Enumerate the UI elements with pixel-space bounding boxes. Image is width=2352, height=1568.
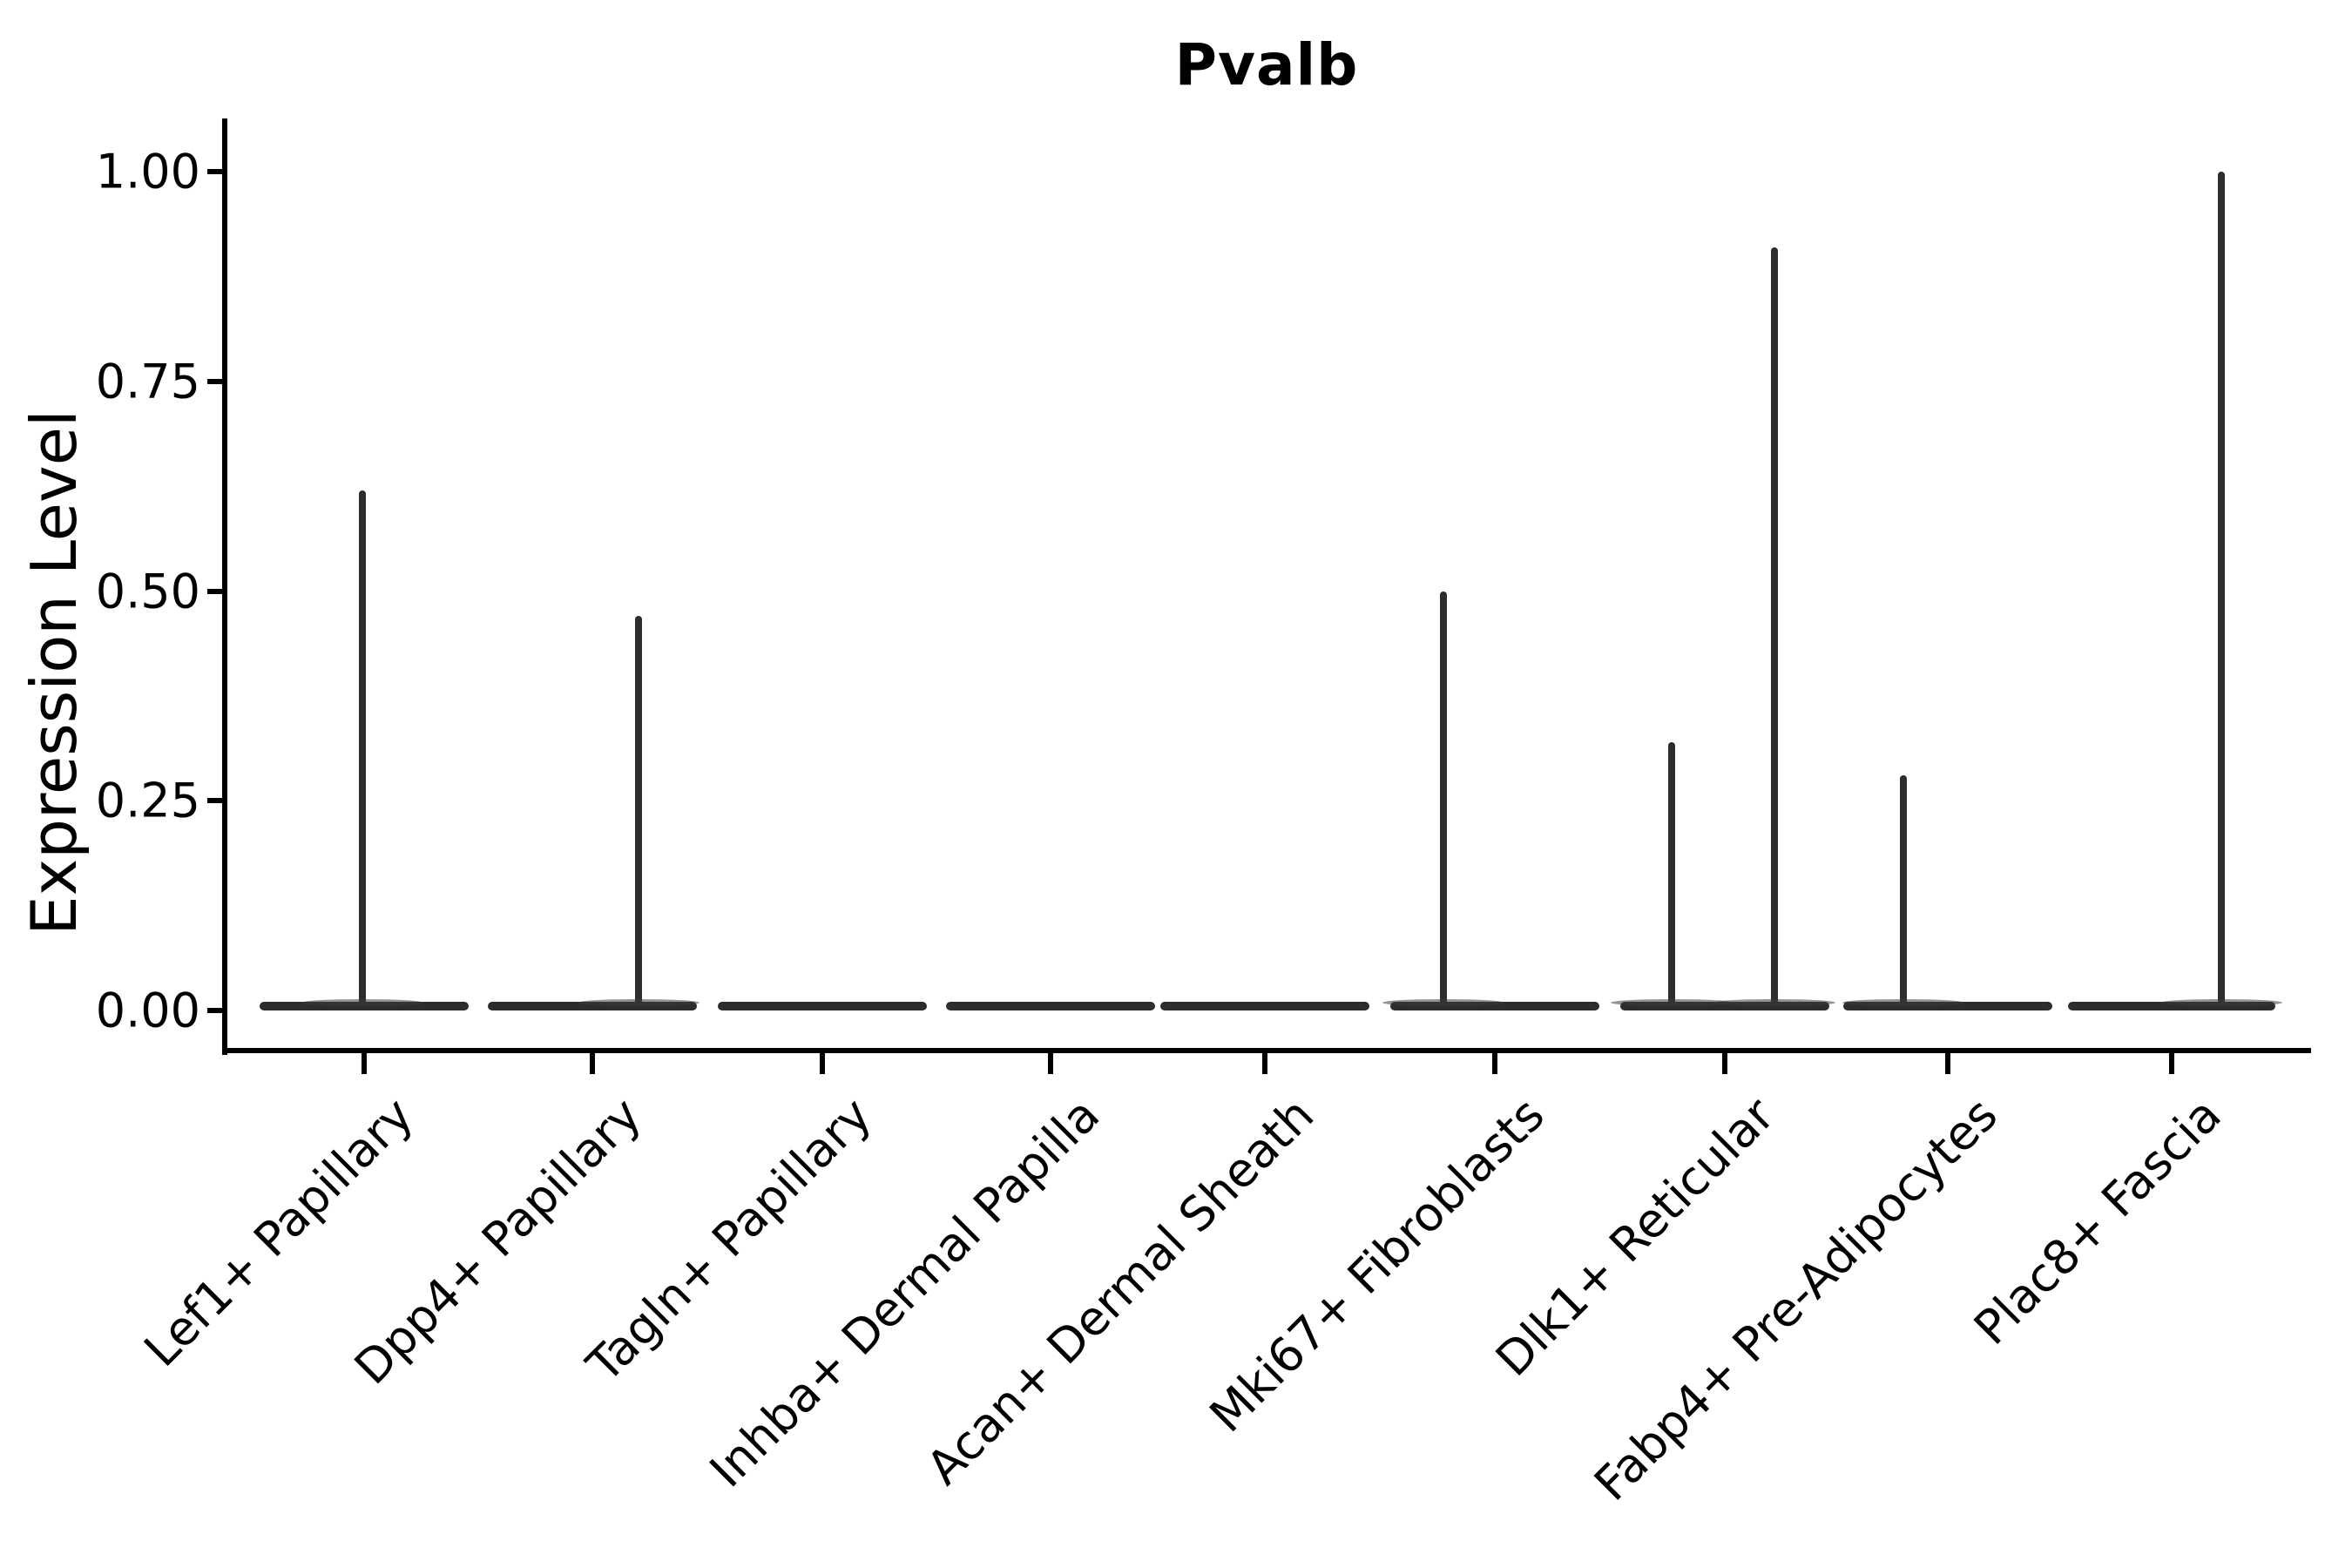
violin-bulge — [301, 999, 423, 1006]
y-tick-label: 0.25 — [95, 773, 200, 828]
violin-bulge — [1611, 999, 1733, 1006]
y-tick-label: 0.00 — [95, 983, 200, 1038]
y-tick-mark — [207, 169, 225, 174]
violin-bulge — [1713, 999, 1835, 1006]
y-axis-line — [222, 118, 227, 1055]
violin-baseline — [1390, 1002, 1599, 1010]
violin-bulge — [2160, 999, 2282, 1006]
x-tick-mark — [362, 1053, 367, 1074]
violin-baseline — [1843, 1002, 2052, 1010]
violin-spike — [359, 490, 366, 1010]
x-tick-mark — [1262, 1053, 1267, 1074]
violin-spike — [1668, 741, 1675, 1010]
x-tick-mark — [820, 1053, 825, 1074]
violin-bulge — [1842, 999, 1964, 1006]
y-tick-mark — [207, 798, 225, 804]
violin-baseline — [1620, 1002, 1829, 1010]
x-tick-label: Acan+ Dermal Sheath — [916, 1087, 1325, 1496]
y-tick-mark — [207, 378, 225, 384]
y-tick-label: 0.50 — [95, 564, 200, 618]
y-tick-label: 1.00 — [95, 144, 200, 199]
violin-baseline — [2068, 1002, 2275, 1010]
violin-spike — [1440, 591, 1447, 1010]
violin-spike — [1771, 247, 1778, 1010]
x-axis-line — [222, 1048, 2311, 1053]
x-tick-mark — [1722, 1053, 1727, 1074]
violin-baseline — [1160, 1002, 1369, 1010]
y-axis-title: Expression Level — [17, 409, 91, 936]
violin-baseline — [488, 1002, 697, 1010]
x-tick-mark — [1945, 1053, 1950, 1074]
x-tick-label: Inhba+ Dermal Papilla — [700, 1087, 1111, 1498]
x-tick-mark — [2169, 1053, 2174, 1074]
violin-bulge — [1382, 999, 1504, 1006]
y-tick-label: 0.75 — [95, 354, 200, 409]
x-tick-label: Fabp4+ Pre-Adipocytes — [1583, 1087, 2008, 1511]
violin-baseline — [946, 1002, 1155, 1010]
y-tick-mark — [207, 588, 225, 594]
violin-baseline — [718, 1002, 927, 1010]
x-tick-mark — [590, 1053, 595, 1074]
y-tick-mark — [207, 1008, 225, 1013]
violin-spike — [635, 616, 642, 1010]
violin-spike — [1900, 775, 1907, 1010]
x-tick-mark — [1492, 1053, 1497, 1074]
x-tick-mark — [1048, 1053, 1053, 1074]
chart-title: Pvalb — [1174, 31, 1359, 98]
violin-bulge — [578, 999, 700, 1006]
violin-spike — [2218, 172, 2225, 1010]
